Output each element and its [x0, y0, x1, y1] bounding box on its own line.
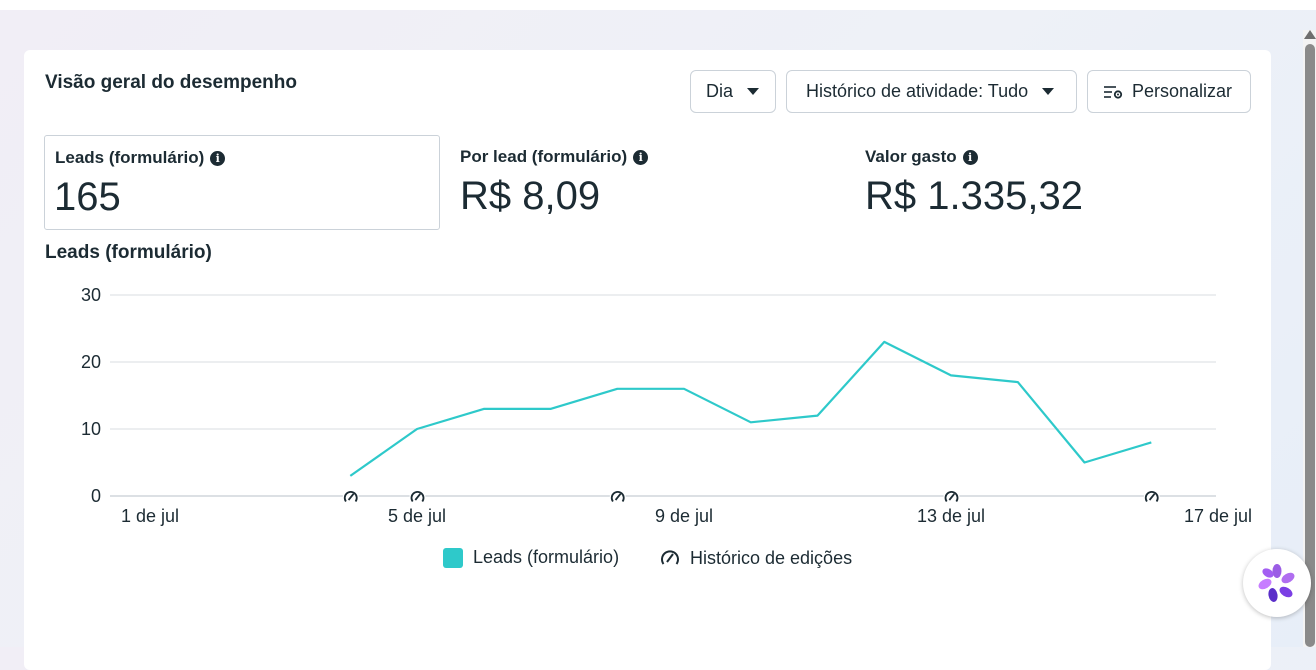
top-strip — [0, 0, 1316, 10]
legend-item-leads[interactable]: Leads (formulário) — [443, 547, 619, 568]
y-tick-label: 10 — [81, 419, 101, 439]
edit-history-icon — [659, 547, 681, 569]
leads-line-chart: 30 20 10 0 1 de jul 5 de jul 9 de jul 13 de jul… — [24, 50, 1271, 550]
performance-overview-card: Visão geral do desempenho Dia Histórico … — [24, 50, 1271, 670]
y-tick-label: 0 — [91, 486, 101, 506]
legend-item-edit-history[interactable]: Histórico de edições — [659, 547, 852, 569]
scrollbar-thumb[interactable] — [1305, 44, 1315, 647]
edit-history-marker-icon[interactable] — [410, 489, 426, 505]
assistant-button[interactable] — [1243, 549, 1311, 617]
x-tick-label: 9 de jul — [655, 506, 713, 526]
edit-history-marker-icon[interactable] — [1144, 489, 1160, 505]
flower-logo-icon — [1255, 561, 1299, 605]
legend-swatch — [443, 548, 463, 568]
x-tick-label: 13 de jul — [917, 506, 985, 526]
legend-label-leads: Leads (formulário) — [473, 547, 619, 568]
edit-history-marker-icon[interactable] — [944, 489, 960, 505]
y-tick-label: 30 — [81, 285, 101, 305]
scroll-up-arrow-icon[interactable] — [1304, 30, 1316, 39]
legend-label-edit-history: Histórico de edições — [690, 548, 852, 569]
edit-history-marker-icon[interactable] — [343, 489, 359, 505]
y-tick-label: 20 — [81, 352, 101, 372]
edit-history-marker-icon[interactable] — [610, 489, 626, 505]
x-tick-label: 17 de jul — [1184, 506, 1252, 526]
x-tick-label: 1 de jul — [121, 506, 179, 526]
x-tick-label: 5 de jul — [388, 506, 446, 526]
